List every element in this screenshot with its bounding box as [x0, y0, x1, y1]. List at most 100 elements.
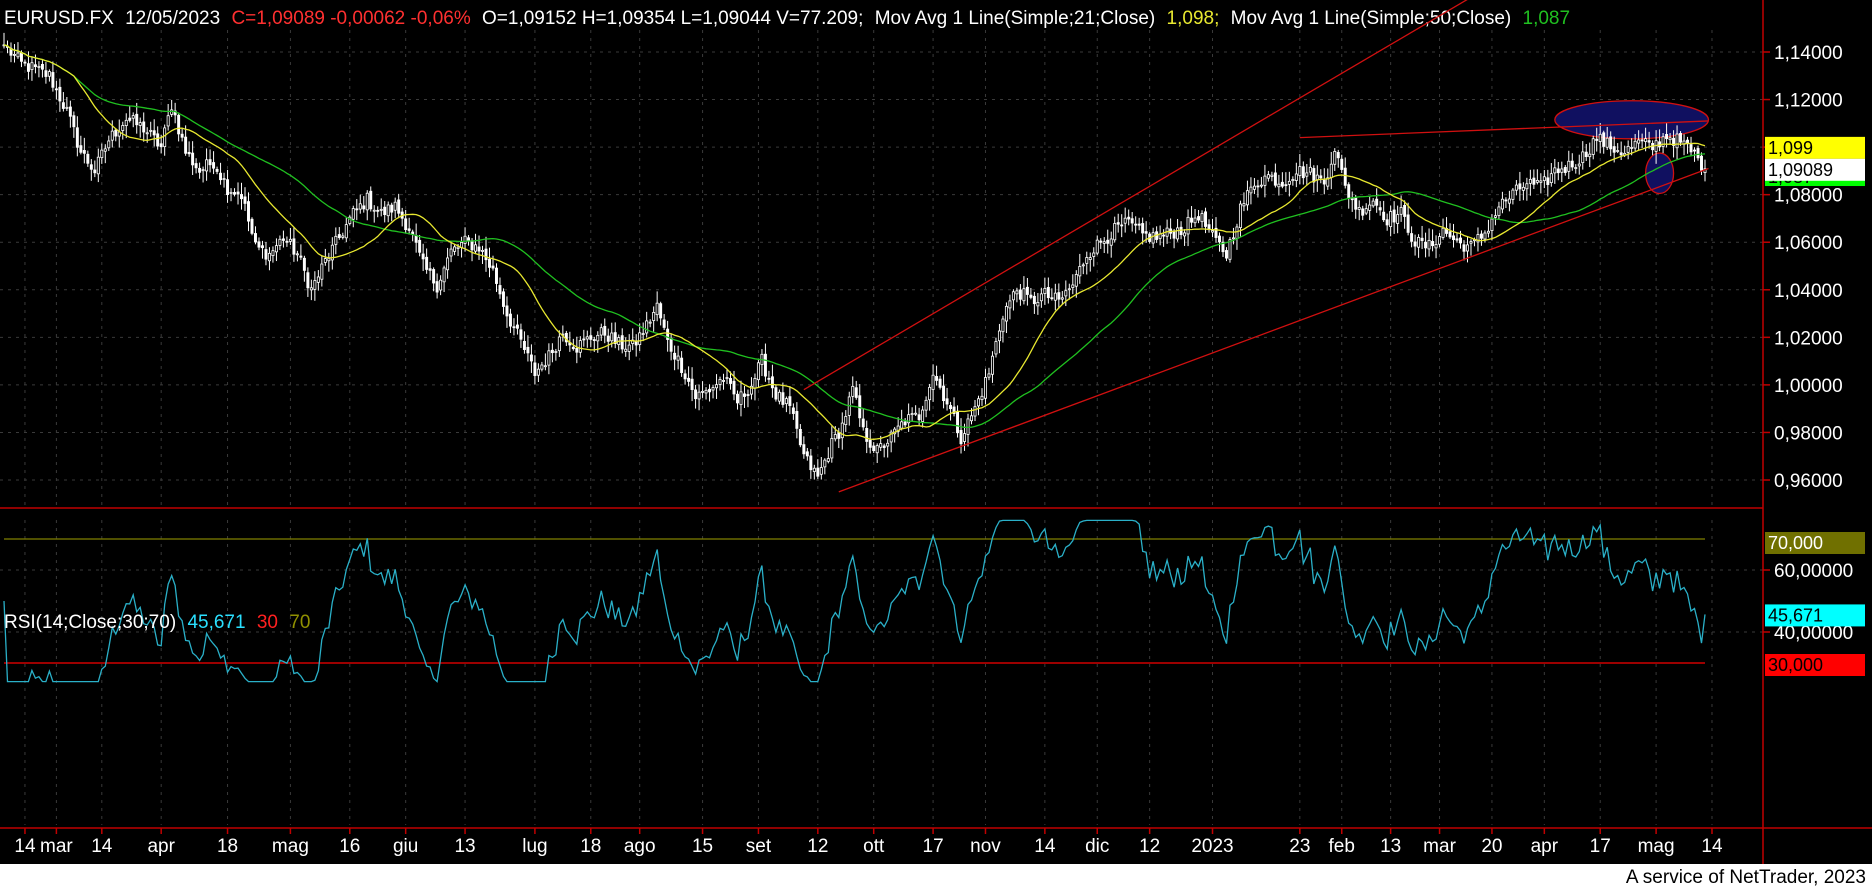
candle: [536, 363, 540, 383]
candle: [184, 125, 188, 156]
candle: [1521, 182, 1525, 201]
candle: [589, 327, 593, 348]
candle: [1221, 236, 1225, 257]
candle: [1200, 210, 1204, 228]
candle: [1403, 200, 1407, 229]
candle: [1633, 133, 1637, 152]
candle: [1277, 174, 1281, 196]
candle: [1162, 229, 1166, 247]
candle: [1584, 143, 1588, 161]
candle: [198, 162, 202, 179]
candle: [1004, 302, 1008, 334]
candle: [515, 314, 519, 335]
candle: [271, 246, 275, 263]
candle: [229, 188, 233, 202]
candle: [1581, 141, 1585, 170]
rsi-header-label: RSI(14;Close;30;70): [4, 612, 176, 633]
candle: [983, 368, 987, 405]
rsi-header-value: 45,671: [187, 612, 245, 633]
candle: [1364, 203, 1368, 216]
candle: [432, 267, 436, 292]
price-label-last: 1,09089: [1765, 158, 1865, 181]
footer-credit: A service of NetTrader, 2023: [1626, 867, 1866, 888]
candle: [243, 187, 247, 211]
candle: [474, 233, 478, 254]
candle: [1462, 240, 1466, 261]
svg-text:1,099: 1,099: [1768, 138, 1813, 158]
candle: [152, 119, 156, 147]
candle: [508, 308, 512, 333]
date-tick-label: 13: [454, 836, 475, 857]
candle: [1385, 213, 1389, 231]
date-tick-label: 23: [1289, 836, 1310, 857]
candle: [1574, 164, 1578, 174]
candle: [627, 334, 631, 361]
candle: [1476, 227, 1480, 252]
candle: [924, 396, 928, 418]
candle: [1577, 154, 1581, 175]
candle: [79, 135, 83, 155]
candle: [557, 330, 561, 357]
candle: [830, 426, 834, 463]
candle: [704, 387, 708, 400]
candle: [872, 442, 876, 454]
candle: [1249, 177, 1253, 205]
candle: [840, 412, 844, 450]
candle: [233, 188, 237, 197]
date-tick-label: ott: [863, 836, 885, 857]
candle: [1567, 150, 1571, 180]
candlestick-series: [2, 32, 1707, 480]
candle: [1036, 293, 1040, 315]
candle: [1361, 205, 1365, 221]
date-axis-ticks: 14 mar 14 apr 18 mag 16 giu 13 lug 18 ago 15 set 12 ott…: [14, 828, 1723, 857]
candle: [1343, 157, 1347, 189]
candle: [309, 279, 313, 301]
candle: [1626, 140, 1630, 160]
candle: [1535, 169, 1539, 185]
candle: [1074, 270, 1078, 298]
candle: [746, 389, 750, 408]
candle: [1043, 277, 1047, 305]
candle: [1130, 212, 1134, 232]
candle: [1542, 170, 1546, 189]
candle: [505, 296, 509, 328]
candle: [687, 366, 691, 387]
candle: [662, 314, 666, 331]
candle: [729, 371, 732, 390]
candle: [51, 61, 55, 92]
candle: [180, 128, 184, 142]
svg-text:70,000: 70,000: [1768, 533, 1823, 553]
candle: [1022, 276, 1026, 305]
candle: [736, 390, 739, 410]
candle: [715, 374, 719, 399]
candle: [65, 96, 69, 112]
price-tick-label: 1,00000: [1774, 376, 1843, 397]
candle: [138, 117, 142, 138]
candle: [226, 169, 230, 203]
candle: [599, 323, 603, 341]
candle: [1263, 164, 1267, 198]
candle: [201, 166, 205, 183]
candle: [1134, 216, 1138, 234]
header-ma21-label: Mov Avg 1 Line(Simple;21;Close): [875, 8, 1156, 29]
candle: [37, 61, 41, 78]
candle: [362, 196, 366, 213]
candle: [1455, 232, 1459, 243]
candle: [82, 137, 86, 164]
candle: [407, 217, 411, 235]
candle: [802, 436, 806, 459]
price-label-ma21: 1,099: [1765, 136, 1865, 159]
date-tick-label: 14: [1034, 836, 1056, 857]
candle: [1438, 233, 1442, 248]
date-tick-label: mar: [1423, 836, 1456, 857]
date-tick-label: set: [746, 836, 772, 857]
candle: [334, 227, 338, 255]
candle: [439, 275, 443, 296]
trendlines: [803, 0, 1709, 493]
footer-bar: [0, 864, 1872, 888]
candle: [1417, 234, 1421, 258]
candle: [585, 330, 589, 348]
candle: [372, 205, 376, 223]
candle: [44, 62, 48, 84]
candle: [952, 397, 956, 417]
